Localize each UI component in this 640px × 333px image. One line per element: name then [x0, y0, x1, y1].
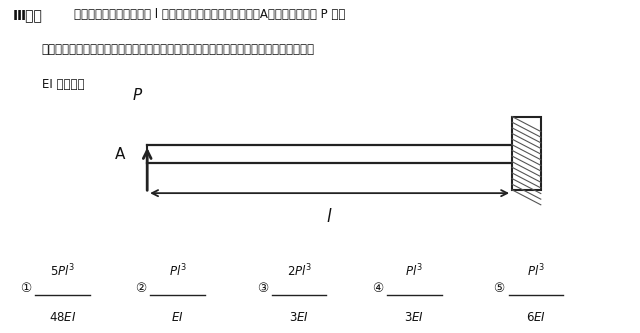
Text: $3EI$: $3EI$: [404, 311, 424, 324]
Text: $6EI$: $6EI$: [526, 311, 546, 324]
Text: $EI$: $EI$: [172, 311, 184, 324]
Text: $Pl^3$: $Pl^3$: [527, 263, 545, 280]
Text: $3EI$: $3EI$: [289, 311, 309, 324]
Text: $48EI$: $48EI$: [49, 311, 76, 324]
Text: $5Pl^3$: $5Pl^3$: [50, 263, 75, 280]
Text: A: A: [115, 147, 125, 163]
Text: Ⅲ－５: Ⅲ－５: [13, 8, 43, 22]
Bar: [512, 117, 541, 190]
Text: $2Pl^3$: $2Pl^3$: [287, 263, 312, 280]
Text: $P$: $P$: [132, 87, 143, 103]
Text: 用している。はりの最大たわみとして，適切なものはどれか。なお，はりの曲げ剛性を: 用している。はりの最大たわみとして，適切なものはどれか。なお，はりの曲げ剛性を: [42, 43, 315, 56]
Text: $Pl^3$: $Pl^3$: [169, 263, 186, 280]
Text: ②: ②: [135, 281, 147, 295]
Text: 下図に示すように，長さ l の片持ちはりの先端（自由端，A点）に集中荷重 P が作: 下図に示すように，長さ l の片持ちはりの先端（自由端，A点）に集中荷重 P が…: [74, 8, 345, 21]
Text: $l$: $l$: [326, 208, 333, 226]
Text: ④: ④: [372, 281, 383, 295]
Text: $Pl^3$: $Pl^3$: [406, 263, 423, 280]
Text: ⑤: ⑤: [493, 281, 505, 295]
Text: EI とする。: EI とする。: [42, 78, 84, 91]
Text: ③: ③: [257, 281, 268, 295]
Text: ①: ①: [20, 281, 31, 295]
